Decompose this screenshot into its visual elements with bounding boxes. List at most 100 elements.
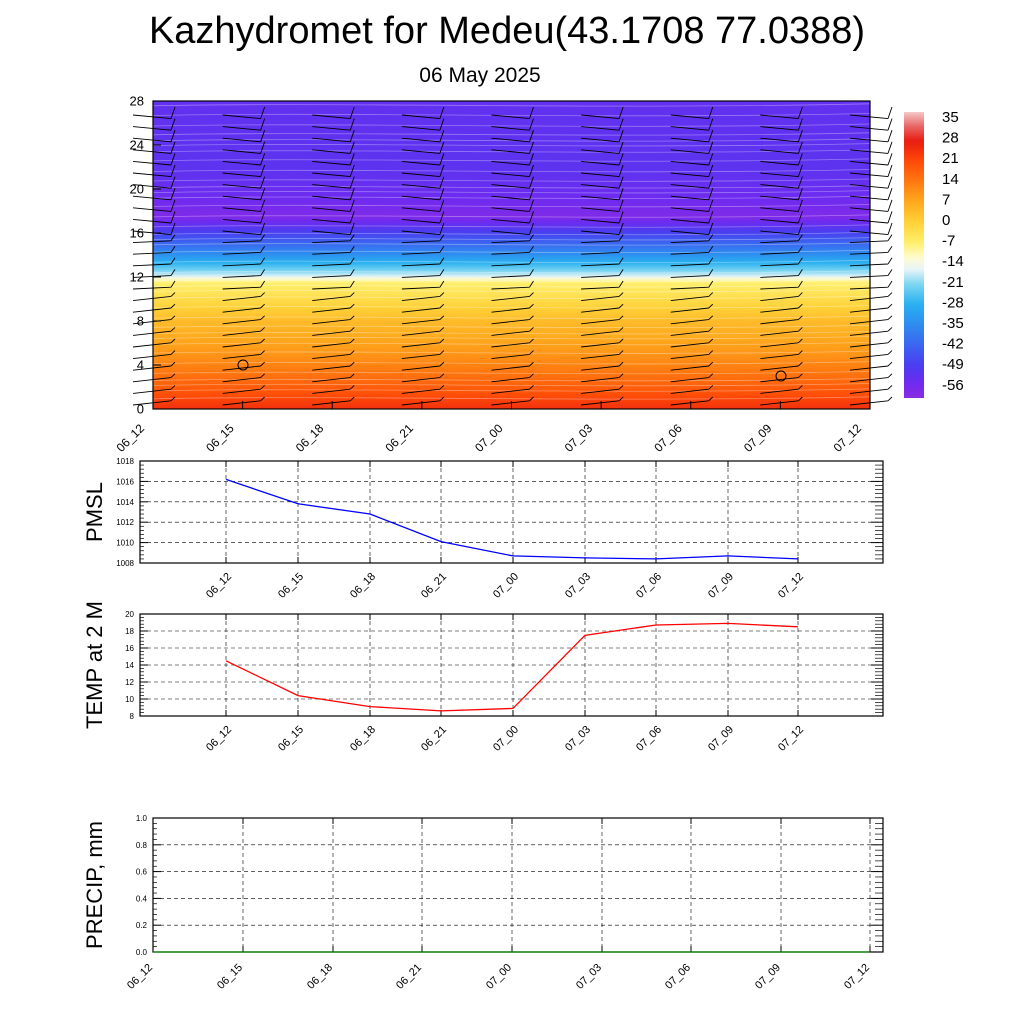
y-tick-label: 12 [125, 678, 134, 687]
temperature-field [153, 101, 870, 409]
wind-barb [401, 373, 445, 383]
wind-barb [491, 350, 534, 360]
x-tick-label: 07_03 [563, 571, 593, 601]
isotherm-contour [152, 305, 871, 309]
y-tick-label: 24 [130, 138, 144, 153]
wind-barb [312, 361, 355, 371]
series-line [225, 478, 799, 560]
wind-barb [581, 164, 624, 178]
wind-barb [760, 141, 803, 154]
wind-barb [401, 350, 445, 360]
y-tick-label: 4 [137, 358, 144, 373]
wind-barb [849, 222, 893, 236]
wind-barb [401, 188, 445, 201]
wind-barb [581, 106, 624, 120]
wind-barb [222, 245, 266, 255]
isotherm-contour [152, 361, 871, 365]
wind-barb [670, 257, 714, 267]
wind-barb [401, 315, 445, 325]
x-tick-label: 06_21 [382, 421, 416, 455]
wind-barb [760, 303, 803, 313]
x-tick-label: 06_21 [419, 724, 449, 754]
x-tick-label: 06_15 [215, 962, 245, 992]
wind-barb [849, 199, 893, 212]
wind-barb [760, 188, 803, 201]
wind-barb [312, 350, 355, 360]
wind-barb [670, 385, 714, 394]
colorbar-label: -28 [942, 294, 964, 311]
x-tick-label: 06_15 [203, 421, 237, 455]
wind-barb [222, 385, 265, 394]
wind-barb [670, 222, 714, 236]
wind-barb [312, 373, 355, 383]
wind-barb [670, 211, 714, 224]
wind-barb [760, 176, 803, 189]
colorbar-label: 14 [942, 171, 959, 188]
wind-barb [849, 385, 893, 394]
wind-barb [670, 153, 714, 166]
wind-barb [222, 373, 265, 383]
wind-barb [849, 188, 893, 201]
wind-barb [312, 153, 355, 166]
y-tick-label: 0.6 [136, 868, 148, 877]
wind-barb [312, 106, 355, 120]
x-tick-label: 06_18 [348, 571, 378, 601]
isotherm-contour [152, 195, 871, 199]
x-tick-label: 07_12 [776, 571, 806, 601]
wind-barb [581, 211, 624, 224]
wind-barb [491, 396, 534, 406]
wind-barb [491, 130, 534, 143]
isotherm-contour [152, 158, 871, 162]
wind-barb [312, 292, 355, 302]
wind-barb [849, 245, 893, 255]
wind-barb [401, 327, 445, 336]
wind-barb [222, 199, 266, 212]
wind-barb [401, 361, 445, 371]
wind-barb [581, 327, 624, 336]
wind-barb [312, 303, 355, 313]
wind-barb [401, 234, 445, 244]
wind-barb [760, 118, 803, 131]
wind-barb [401, 222, 445, 236]
wind-barb [132, 257, 176, 267]
wind-barb [132, 130, 176, 143]
y-tick-label: 0 [137, 402, 144, 417]
wind-barb [849, 176, 893, 189]
wind-barb [312, 188, 355, 201]
wind-barb [670, 280, 714, 290]
wind-barb [132, 245, 176, 255]
y-tick-label: 16 [125, 644, 134, 653]
x-tick-label: 07_00 [491, 724, 521, 754]
wind-barb [849, 106, 893, 120]
wind-barb [401, 153, 445, 166]
wind-barb [132, 106, 176, 120]
wind-barb [132, 234, 176, 244]
chart-subtitle: 06 May 2025 [419, 64, 541, 87]
wind-barb [760, 153, 803, 166]
y-tick-label: 0.8 [136, 841, 148, 850]
wind-barb [132, 141, 176, 154]
isotherm-contour [152, 149, 871, 153]
wind-barb [222, 211, 266, 224]
wind-barb [491, 222, 534, 236]
x-tick-label: 07_09 [706, 571, 736, 601]
colorbar-label: -21 [942, 274, 964, 291]
y-tick-label: 0.2 [136, 921, 148, 930]
isotherm-contour [152, 270, 871, 274]
wind-barb [581, 280, 624, 290]
wind-barb [581, 130, 624, 143]
wind-barb [760, 222, 803, 236]
wind-barb [670, 164, 714, 178]
wind-barb [581, 188, 624, 201]
wind-barb [222, 280, 266, 290]
y-tick-label: 8 [130, 712, 135, 721]
wind-barb [222, 269, 266, 278]
x-tick-label: 07_09 [706, 724, 736, 754]
wind-barb [581, 222, 624, 236]
wind-barb [670, 118, 714, 131]
wind-barb [312, 327, 355, 336]
wind-barb [491, 106, 534, 120]
x-tick-label: 07_12 [776, 724, 806, 754]
isotherm-contour [152, 336, 871, 340]
wind-barb [222, 222, 266, 236]
